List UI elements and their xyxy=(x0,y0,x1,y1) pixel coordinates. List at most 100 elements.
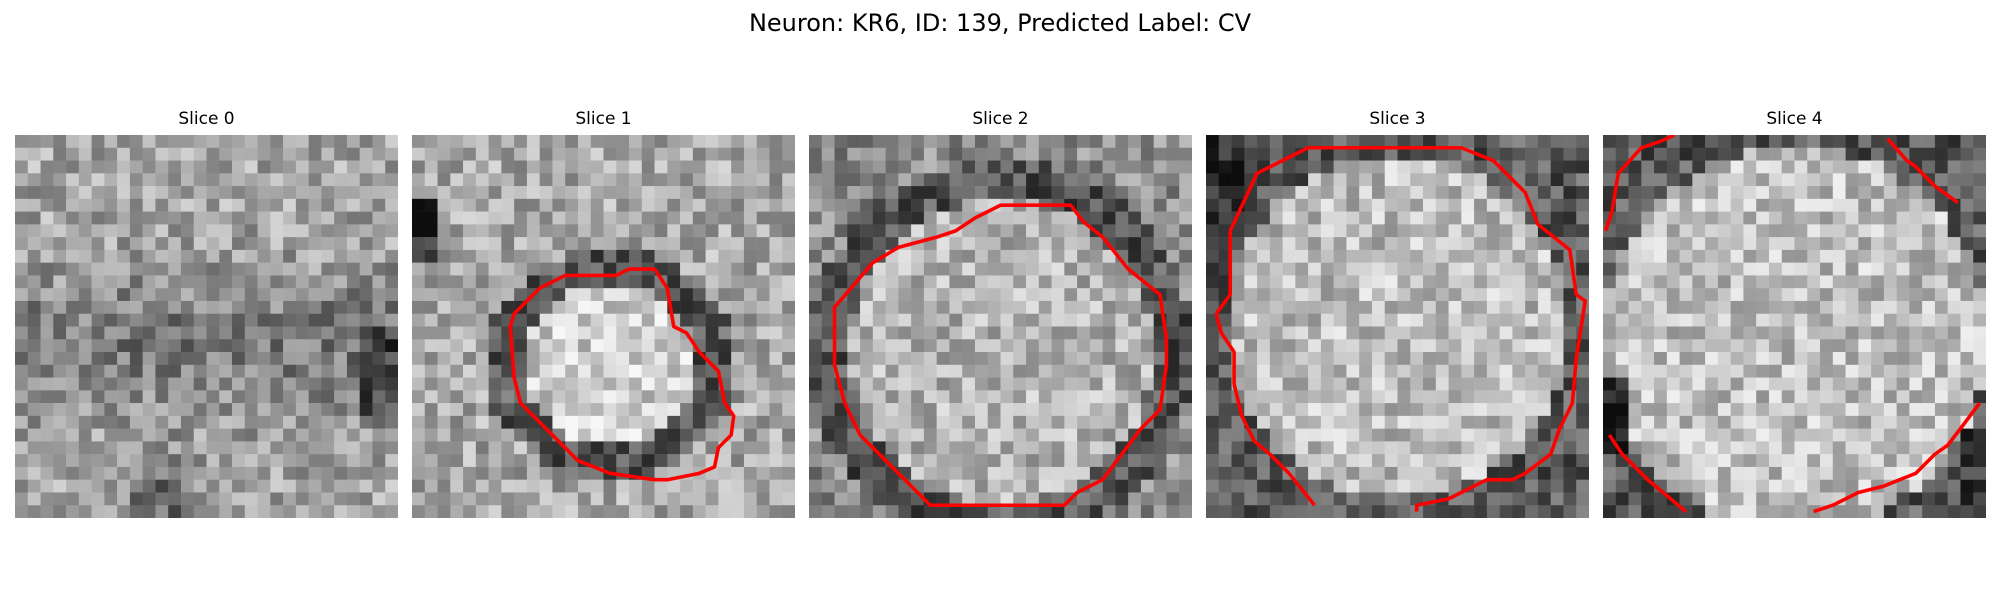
pixel xyxy=(15,211,29,225)
pixel xyxy=(244,364,258,378)
pixel xyxy=(117,211,131,225)
pixel xyxy=(1257,466,1271,480)
pixel xyxy=(1397,505,1411,518)
pixel xyxy=(1026,390,1040,404)
pixel xyxy=(244,237,258,251)
pixel xyxy=(1064,300,1078,314)
pixel xyxy=(53,249,67,263)
pixel xyxy=(641,505,655,518)
pixel xyxy=(769,211,783,225)
pixel xyxy=(526,160,540,174)
pixel xyxy=(117,441,131,455)
pixel xyxy=(526,300,540,314)
pixel xyxy=(1115,275,1129,289)
pixel xyxy=(437,454,451,468)
pixel xyxy=(1244,466,1258,480)
pixel xyxy=(1576,466,1589,480)
pixel xyxy=(923,173,937,187)
pixel xyxy=(949,288,963,302)
pixel xyxy=(257,313,271,327)
pixel xyxy=(1179,454,1192,468)
pixel xyxy=(847,237,861,251)
pixel xyxy=(949,466,963,480)
pixel xyxy=(1883,147,1897,161)
pixel xyxy=(962,441,976,455)
pixel xyxy=(1883,339,1897,353)
pixel xyxy=(923,186,937,200)
pixel xyxy=(1858,390,1872,404)
pixel xyxy=(334,492,348,506)
pixel xyxy=(104,198,118,212)
pixel xyxy=(1512,377,1526,391)
pixel xyxy=(1743,339,1757,353)
pixel xyxy=(1410,135,1424,149)
pixel xyxy=(308,160,322,174)
pixel xyxy=(731,186,745,200)
pixel xyxy=(987,186,1001,200)
pixel xyxy=(359,249,373,263)
pixel xyxy=(860,135,874,149)
pixel xyxy=(1807,466,1821,480)
pixel xyxy=(1064,186,1078,200)
pixel xyxy=(718,313,732,327)
pixel xyxy=(834,135,848,149)
pixel xyxy=(1064,237,1078,251)
pixel xyxy=(1832,364,1846,378)
pixel xyxy=(834,466,848,480)
pixel xyxy=(1832,173,1846,187)
pixel xyxy=(821,492,835,506)
pixel xyxy=(78,479,92,493)
pixel xyxy=(911,326,925,340)
pixel xyxy=(206,441,220,455)
pixel xyxy=(885,505,899,518)
pixel xyxy=(270,211,284,225)
pixel xyxy=(1768,454,1782,468)
pixel xyxy=(1960,262,1974,276)
pixel xyxy=(936,364,950,378)
pixel xyxy=(475,492,489,506)
pixel xyxy=(1960,147,1974,161)
pixel xyxy=(1128,441,1142,455)
pixel xyxy=(1384,428,1398,442)
pixel xyxy=(1102,415,1116,429)
pixel xyxy=(412,339,426,353)
pixel xyxy=(1743,454,1757,468)
pixel xyxy=(1140,505,1154,518)
pixel xyxy=(590,326,604,340)
pixel xyxy=(565,147,579,161)
pixel xyxy=(1537,466,1551,480)
pixel xyxy=(949,300,963,314)
pixel xyxy=(1922,147,1936,161)
pixel xyxy=(1346,275,1360,289)
pixel xyxy=(1934,403,1948,417)
pixel xyxy=(78,364,92,378)
pixel xyxy=(1922,403,1936,417)
pixel xyxy=(718,479,732,493)
pixel xyxy=(78,262,92,276)
pixel xyxy=(1705,339,1719,353)
pixel xyxy=(1486,262,1500,276)
pixel xyxy=(1717,275,1731,289)
pixel xyxy=(847,211,861,225)
pixel xyxy=(1960,364,1974,378)
pixel xyxy=(1947,415,1961,429)
pixel xyxy=(1089,492,1103,506)
pixel xyxy=(1537,173,1551,187)
pixel xyxy=(590,352,604,366)
pixel xyxy=(1333,262,1347,276)
pixel xyxy=(193,224,207,238)
pixel xyxy=(463,377,477,391)
pixel xyxy=(1550,454,1564,468)
pixel xyxy=(1474,364,1488,378)
pixel xyxy=(1499,224,1513,238)
pixel xyxy=(1128,300,1142,314)
pixel xyxy=(1384,415,1398,429)
pixel xyxy=(78,492,92,506)
pixel xyxy=(359,428,373,442)
pixel xyxy=(1257,428,1271,442)
pixel xyxy=(450,173,464,187)
pixel xyxy=(1089,505,1103,518)
pixel xyxy=(1692,352,1706,366)
pixel xyxy=(334,505,348,518)
pixel xyxy=(168,466,182,480)
